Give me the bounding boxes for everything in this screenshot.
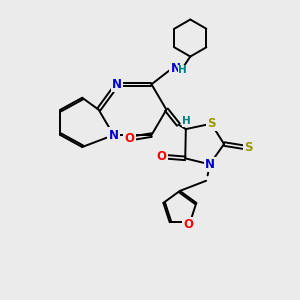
Text: N: N xyxy=(112,78,122,91)
Text: N: N xyxy=(109,129,118,142)
Text: O: O xyxy=(184,218,194,231)
Text: N: N xyxy=(170,62,180,75)
Text: N: N xyxy=(205,158,215,171)
Text: S: S xyxy=(244,140,253,154)
Text: H: H xyxy=(178,65,187,75)
Text: H: H xyxy=(182,116,191,126)
Text: O: O xyxy=(124,132,134,145)
Text: S: S xyxy=(207,117,215,130)
Text: O: O xyxy=(156,150,166,164)
